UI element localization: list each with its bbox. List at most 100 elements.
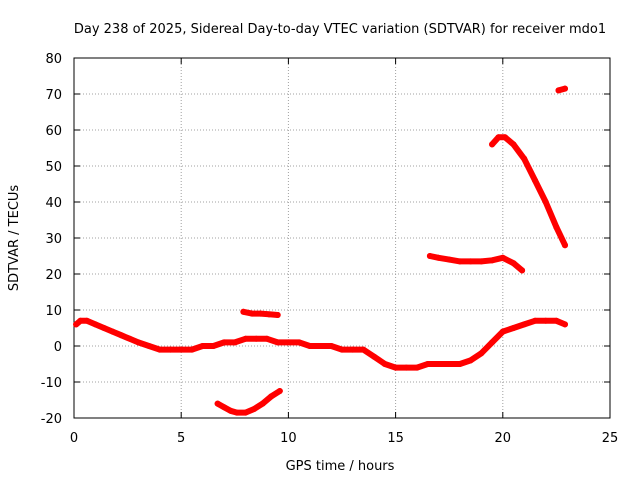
data-point — [227, 407, 234, 414]
data-point — [214, 400, 221, 407]
data-point — [233, 409, 240, 416]
data-point — [83, 317, 90, 324]
data-point — [495, 134, 502, 141]
data-point — [188, 346, 195, 353]
data-point — [146, 343, 153, 349]
data-point — [501, 134, 508, 141]
data-point — [221, 404, 228, 411]
data-point — [126, 335, 133, 342]
data-point — [92, 321, 99, 328]
axis-ticks: 0 5 10 15 20 25 -20 -10 0 10 20 30 40 50 60 70 80 — [41, 52, 619, 446]
data-point — [242, 335, 249, 342]
data-point — [253, 335, 260, 342]
data-point — [118, 332, 125, 339]
data-point — [274, 312, 281, 319]
data-point — [555, 87, 562, 94]
y-tick-label: 70 — [45, 88, 62, 103]
data-point — [263, 335, 270, 342]
data-point — [381, 361, 388, 367]
data-point — [73, 321, 80, 328]
data-point — [424, 361, 431, 367]
data-point — [77, 317, 84, 324]
data-point — [467, 258, 474, 265]
y-tick-label: 30 — [45, 232, 62, 247]
data-point — [521, 321, 528, 328]
data-point — [251, 406, 258, 412]
data-point — [266, 311, 273, 318]
data-point — [349, 346, 356, 353]
y-tick-label: 40 — [45, 196, 62, 211]
data-point — [392, 364, 399, 371]
data-point — [435, 254, 442, 261]
data-point — [446, 361, 453, 367]
data-point — [561, 321, 568, 328]
data-point — [101, 325, 108, 331]
data-point — [199, 343, 206, 349]
data-point — [510, 325, 517, 331]
data-point — [210, 343, 217, 349]
data-point — [248, 310, 255, 317]
data-point — [371, 353, 378, 360]
data-point — [268, 393, 275, 400]
y-tick-label: 0 — [54, 340, 62, 355]
x-tick-label: 25 — [602, 431, 619, 446]
data-point — [499, 254, 506, 261]
y-axis-label: SDTVAR / TECUs — [7, 185, 22, 292]
data-point — [561, 242, 568, 249]
data-point — [489, 339, 496, 346]
data-point — [240, 308, 247, 315]
data-point — [510, 141, 517, 148]
data-point — [435, 361, 442, 367]
data-point — [456, 361, 463, 367]
data-point — [167, 346, 174, 353]
data-point — [231, 339, 238, 346]
data-point — [360, 346, 367, 353]
data-point — [446, 256, 453, 263]
data-point — [156, 346, 163, 353]
data-point — [306, 343, 313, 349]
data-point — [109, 328, 116, 335]
data-point — [414, 364, 421, 371]
y-tick-label: 20 — [45, 268, 62, 283]
x-tick-label: 10 — [280, 431, 297, 446]
data-point — [242, 409, 249, 416]
grid-lines — [74, 58, 610, 418]
y-tick-label: 80 — [45, 52, 62, 67]
data-point — [178, 346, 185, 353]
x-tick-label: 5 — [177, 431, 185, 446]
data-point — [135, 339, 142, 346]
y-tick-label: 10 — [45, 304, 62, 319]
data-point — [531, 317, 538, 324]
x-tick-label: 20 — [495, 431, 512, 446]
data-point — [467, 357, 474, 364]
data-point — [489, 257, 496, 264]
y-tick-label: 60 — [45, 124, 62, 139]
y-tick-label: -20 — [41, 412, 62, 427]
chart-title: Day 238 of 2025, Sidereal Day-to-day VTE… — [74, 22, 606, 37]
data-point — [531, 177, 538, 184]
data-point — [285, 339, 292, 346]
data-point — [328, 343, 335, 349]
data-point — [478, 350, 485, 357]
x-tick-label: 0 — [70, 431, 78, 446]
data-point — [510, 260, 517, 267]
data-point — [296, 339, 303, 346]
data-point — [553, 224, 560, 231]
data-point — [274, 339, 281, 346]
series-line-mid-band — [426, 253, 526, 274]
data-point — [478, 258, 485, 265]
data-point — [259, 400, 266, 407]
data-point — [553, 317, 560, 324]
data-point — [276, 388, 283, 394]
data-point — [317, 343, 324, 349]
data-point — [519, 267, 526, 274]
data-point — [489, 141, 496, 148]
y-tick-label: -10 — [41, 376, 62, 391]
y-tick-label: 50 — [45, 160, 62, 175]
data-point — [542, 317, 549, 324]
data-point — [257, 310, 264, 317]
data-point — [561, 85, 568, 92]
x-axis-label: GPS time / hours — [286, 459, 395, 474]
data-point — [542, 199, 549, 205]
